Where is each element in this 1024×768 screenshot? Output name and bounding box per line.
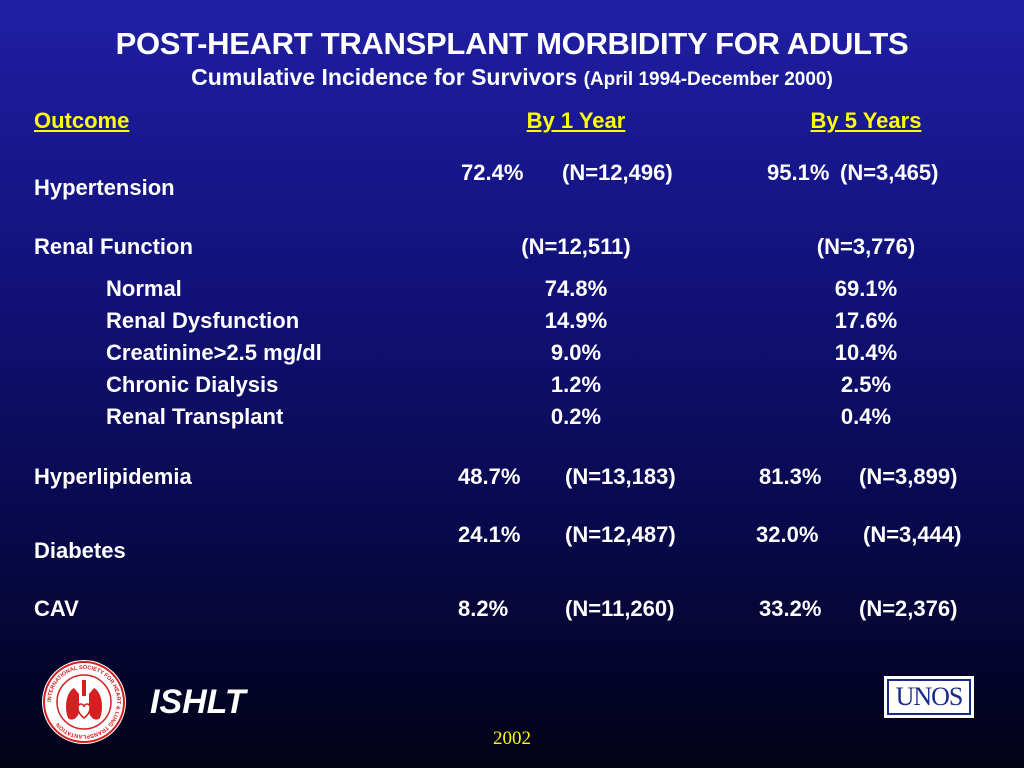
unos-logo: UNOS	[884, 676, 974, 718]
diabetes-y1-pct: 24.1%	[458, 522, 521, 547]
row-label-cav: CAV	[34, 596, 79, 621]
hyperlipidemia-y5-n: (N=3,899)	[859, 464, 958, 489]
renal-sub-label: Creatinine>2.5 mg/dl	[106, 340, 322, 365]
renal-sub-y1: 0.2%	[550, 404, 602, 429]
hypertension-y1-n: (N=12,496)	[562, 160, 673, 185]
renal-sub-y1: 74.8%	[544, 276, 608, 301]
row-label-diabetes: Diabetes	[34, 538, 126, 563]
cav-y1-n: (N=11,260)	[565, 596, 675, 621]
header-outcome: Outcome	[34, 108, 130, 133]
renal-sub-label: Normal	[106, 276, 182, 301]
diabetes-y1-n: (N=12,487)	[565, 522, 676, 547]
row-label-hyperlipidemia: Hyperlipidemia	[34, 464, 192, 489]
hypertension-y5-n: (N=3,465)	[840, 160, 939, 185]
renal-y5-n: (N=3,776)	[816, 234, 916, 259]
subtitle-date-range: (April 1994-December 2000)	[583, 69, 833, 90]
renal-sub-y1: 1.2%	[550, 372, 602, 397]
slide-subtitle: Cumulative Incidence for Survivors (Apri…	[0, 64, 1024, 91]
ishlt-seal-logo: INTERNATIONAL SOCIETY FOR HEART & LUNG T…	[42, 660, 126, 744]
renal-sub-y5: 10.4%	[834, 340, 898, 365]
diabetes-y5-pct: 32.0%	[756, 522, 819, 547]
header-by-5-years: By 5 Years	[810, 108, 922, 133]
row-label-renal-function: Renal Function	[34, 234, 193, 259]
footer-year: 2002	[493, 728, 531, 749]
hypertension-y1-pct: 72.4%	[461, 160, 524, 185]
hyperlipidemia-y1-n: (N=13,183)	[565, 464, 676, 489]
unos-logo-text: UNOS	[887, 679, 971, 715]
cav-y5-n: (N=2,376)	[859, 596, 958, 621]
renal-sub-label: Chronic Dialysis	[106, 372, 279, 397]
subtitle-main: Cumulative Incidence for Survivors	[191, 64, 578, 90]
renal-sub-y1: 9.0%	[550, 340, 602, 365]
cav-y5-pct: 33.2%	[759, 596, 822, 621]
diabetes-y5-n: (N=3,444)	[863, 522, 962, 547]
ishlt-label: ISHLT	[150, 683, 246, 721]
hypertension-y5-pct: 95.1%	[767, 160, 830, 185]
renal-sub-y5: 17.6%	[834, 308, 898, 333]
renal-y1-n: (N=12,511)	[521, 234, 631, 259]
row-label-hypertension: Hypertension	[34, 175, 175, 200]
hyperlipidemia-y1-pct: 48.7%	[458, 464, 521, 489]
slide-title: POST-HEART TRANSPLANT MORBIDITY FOR ADUL…	[115, 26, 909, 61]
renal-sub-label: Renal Transplant	[106, 404, 284, 429]
cav-y1-pct: 8.2%	[458, 596, 509, 621]
renal-sub-y5: 69.1%	[834, 276, 898, 301]
renal-sub-y1: 14.9%	[544, 308, 608, 333]
header-by-1-year: By 1 Year	[526, 108, 626, 133]
renal-sub-y5: 2.5%	[840, 372, 892, 397]
hyperlipidemia-y5-pct: 81.3%	[759, 464, 822, 489]
heart-lung-seal-icon: INTERNATIONAL SOCIETY FOR HEART & LUNG T…	[43, 661, 125, 743]
renal-sub-y5: 0.4%	[840, 404, 892, 429]
renal-sub-label: Renal Dysfunction	[106, 308, 300, 333]
